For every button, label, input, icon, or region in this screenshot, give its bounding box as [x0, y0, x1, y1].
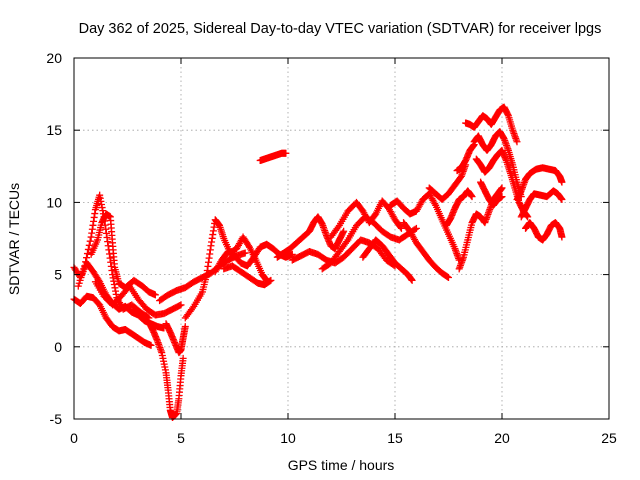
data-point: [558, 196, 566, 204]
series-arc-24: [472, 146, 532, 221]
x-tick-label: 10: [280, 430, 296, 446]
series-arc-06: [145, 318, 187, 422]
data-point: [412, 224, 420, 232]
series-arc-28: [442, 187, 476, 230]
x-tick-label: 15: [387, 430, 403, 446]
data-point: [86, 237, 94, 245]
data-point: [151, 291, 159, 299]
data-point: [468, 193, 476, 201]
data-point: [241, 249, 249, 257]
data-point: [282, 149, 290, 157]
series-arc-30: [453, 141, 478, 175]
series-arc-22: [462, 103, 521, 146]
series-arc-05: [91, 278, 185, 319]
plot-frame: [73, 57, 610, 420]
data-point: [177, 301, 185, 309]
x-tick-label: 5: [177, 430, 185, 446]
series-arc-29: [477, 178, 506, 209]
data-point: [408, 276, 416, 284]
series-arc-12: [256, 149, 290, 165]
data-point: [334, 223, 342, 231]
data-point: [397, 224, 405, 232]
series-arc-02: [70, 292, 155, 349]
data-point: [147, 341, 155, 349]
data-point: [340, 227, 348, 235]
data-point: [397, 223, 405, 231]
data-point: [82, 258, 90, 266]
axis-ticks: [73, 57, 610, 420]
data-point: [558, 178, 566, 186]
data-point: [267, 276, 275, 284]
data-point: [144, 313, 152, 321]
series-arc-27: [522, 219, 566, 244]
data-point: [179, 354, 187, 362]
data-point: [498, 193, 506, 201]
series-arc-18: [387, 190, 463, 264]
data-points: [70, 103, 566, 422]
data-point: [84, 245, 92, 253]
x-tick-label: 20: [494, 430, 510, 446]
data-point: [343, 238, 351, 246]
x-tick-label: 25: [601, 430, 617, 446]
x-axis-label: GPS time / hours: [288, 457, 395, 473]
data-point: [498, 184, 506, 192]
data-point: [524, 213, 532, 221]
data-point: [558, 233, 566, 241]
data-point: [81, 262, 89, 270]
series-arc-16: [327, 197, 405, 241]
data-point: [83, 250, 91, 258]
series-arc-25: [513, 164, 566, 204]
y-axis-label: SDTVAR / TECUs: [6, 183, 22, 295]
x-tick-label: 0: [70, 430, 78, 446]
y-tick-label: 20: [46, 50, 62, 66]
data-point: [513, 138, 521, 146]
data-point: [445, 273, 452, 281]
x-tick-labels: 0 5 10 15 20 25: [70, 430, 617, 446]
y-tick-label: 15: [46, 122, 62, 138]
y-tick-label: 5: [54, 267, 62, 283]
series-arc-26: [517, 187, 566, 221]
series-arc-11: [220, 262, 275, 289]
data-point: [83, 254, 91, 262]
y-tick-label: -5: [50, 411, 63, 427]
data-point: [470, 141, 478, 149]
y-tick-label: 10: [46, 194, 62, 210]
data-point: [85, 241, 93, 249]
chart-title: Day 362 of 2025, Sidereal Day-to-day VTE…: [79, 21, 602, 37]
data-point: [181, 323, 189, 331]
data-point: [189, 304, 197, 312]
y-tick-label: 0: [54, 339, 62, 355]
series-arc-13: [273, 213, 348, 261]
data-point: [431, 200, 439, 208]
series-arc-19: [400, 219, 452, 281]
series-arc-17: [359, 236, 416, 284]
y-tick-labels: -5 0 5 10 15 20: [46, 50, 62, 427]
data-point: [411, 225, 419, 233]
series-arc-07: [162, 320, 189, 357]
